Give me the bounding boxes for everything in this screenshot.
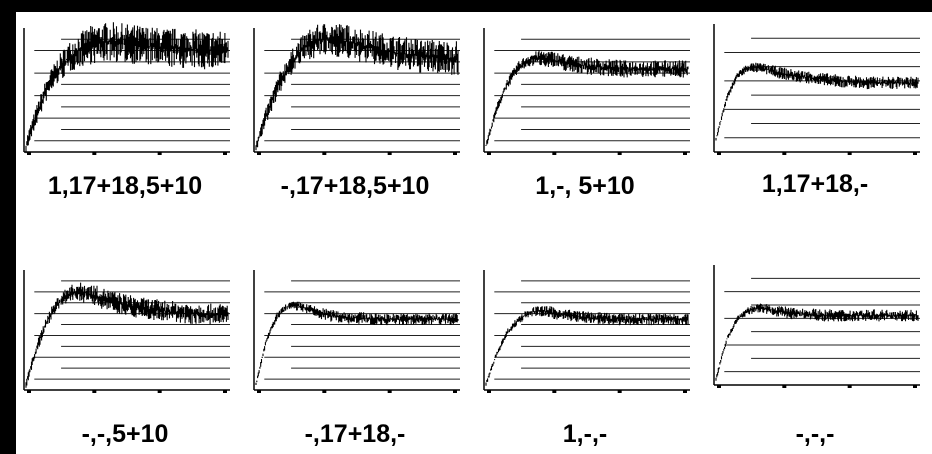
x-tick <box>717 152 721 155</box>
x-tick <box>552 152 557 155</box>
x-tick <box>223 152 227 155</box>
x-tick <box>683 390 687 393</box>
panel-label-1: 1,17+18,5+10 <box>47 172 203 200</box>
series-line <box>715 62 919 141</box>
x-tick <box>552 390 557 393</box>
series-line <box>485 306 689 386</box>
panel-label-8: -,-,- <box>795 420 835 448</box>
x-tick <box>453 152 457 155</box>
series-line <box>25 282 229 388</box>
x-tick <box>913 152 917 155</box>
x-tick <box>257 152 261 155</box>
series-line <box>255 301 459 385</box>
x-tick <box>27 152 31 155</box>
panel-label-6: -,17+18,- <box>304 420 406 448</box>
panel-label-5: -,-,5+10 <box>81 420 169 448</box>
x-tick <box>782 152 787 155</box>
panel-label-4: 1,17+18,- <box>761 170 869 198</box>
x-tick <box>27 390 31 393</box>
x-tick <box>387 152 392 155</box>
panel-label-3: 1,-, 5+10 <box>535 172 635 200</box>
x-tick <box>92 390 97 393</box>
x-tick <box>617 390 622 393</box>
x-tick <box>157 152 162 155</box>
x-tick <box>223 390 227 393</box>
x-tick <box>157 390 162 393</box>
x-tick <box>782 385 787 388</box>
x-tick <box>617 152 622 155</box>
panel-label-7: 1,-,- <box>562 420 608 448</box>
x-tick <box>487 152 491 155</box>
x-tick <box>92 152 97 155</box>
series-line <box>25 22 229 154</box>
x-tick <box>257 390 261 393</box>
x-tick <box>387 390 392 393</box>
x-tick <box>847 152 852 155</box>
series-line <box>485 50 689 146</box>
x-tick <box>717 385 721 388</box>
x-tick <box>322 390 327 393</box>
x-tick <box>453 390 457 393</box>
x-tick <box>322 152 327 155</box>
series-line <box>715 303 919 381</box>
x-tick <box>913 385 917 388</box>
x-tick <box>683 152 687 155</box>
panel-label-2: -,17+18,5+10 <box>280 172 430 200</box>
x-tick <box>847 385 852 388</box>
x-tick <box>487 390 491 393</box>
series-line <box>255 24 459 151</box>
figure-background <box>16 12 932 454</box>
